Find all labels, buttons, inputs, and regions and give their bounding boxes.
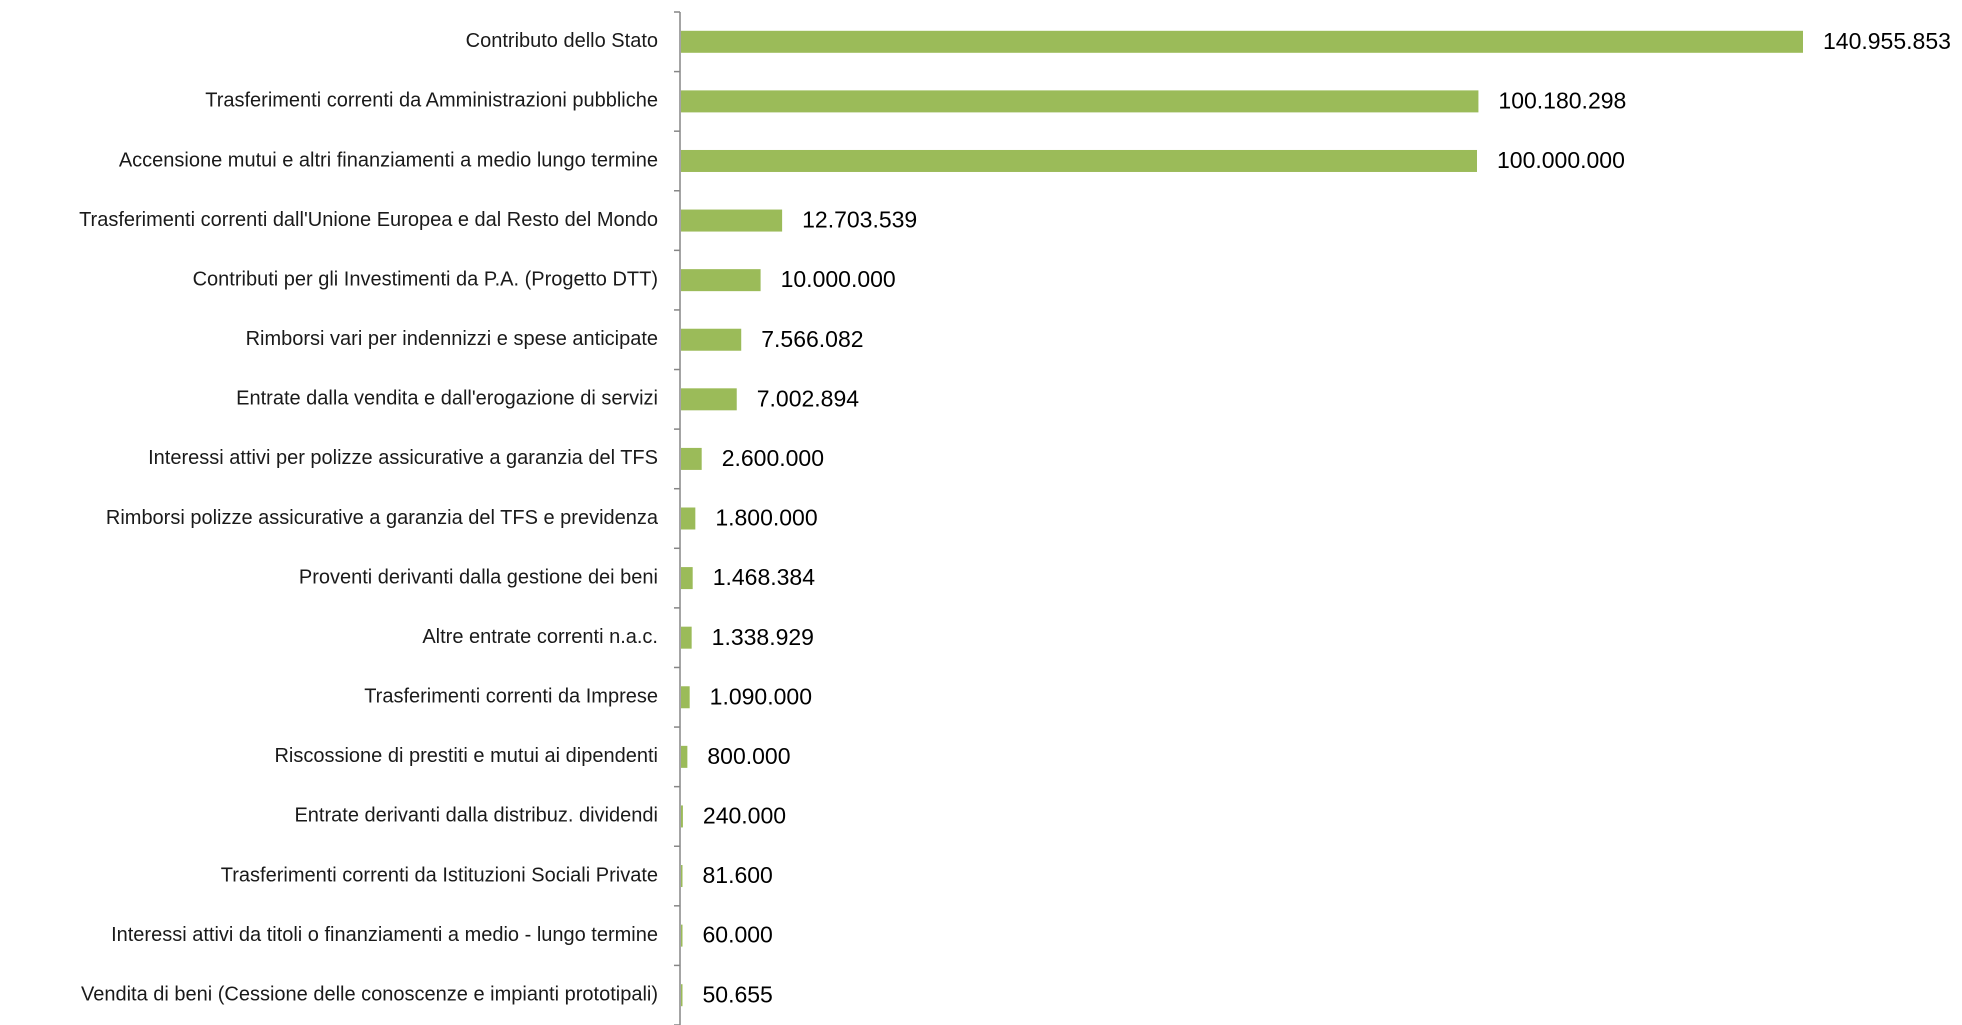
bar xyxy=(681,328,742,351)
value-label: 12.703.539 xyxy=(802,207,917,233)
category-label: Rimborsi polizze assicurative a garanzia… xyxy=(106,507,659,529)
bar xyxy=(681,805,683,828)
bar xyxy=(681,30,1803,53)
value-label: 7.566.082 xyxy=(761,326,863,352)
value-label: 100.180.298 xyxy=(1498,87,1626,113)
value-label: 50.655 xyxy=(703,981,773,1007)
category-label: Entrate dalla vendita e dall'erogazione … xyxy=(236,388,658,410)
value-label: 10.000.000 xyxy=(781,266,896,292)
category-axis xyxy=(674,11,681,1025)
value-label: 240.000 xyxy=(703,803,786,829)
value-label: 100.000.000 xyxy=(1497,147,1625,173)
value-label: 7.002.894 xyxy=(757,385,860,411)
value-label: 140.955.853 xyxy=(1823,28,1951,54)
category-label: Entrate derivanti dalla distribuz. divid… xyxy=(294,805,658,827)
value-label: 60.000 xyxy=(703,922,773,948)
category-label: Riscossione di prestiti e mutui ai dipen… xyxy=(274,745,658,767)
category-label: Proventi derivanti dalla gestione dei be… xyxy=(299,566,658,588)
value-label: 2.600.000 xyxy=(722,445,824,471)
category-label: Trasferimenti correnti dall'Unione Europ… xyxy=(79,209,658,231)
bar xyxy=(681,388,737,411)
bars xyxy=(681,30,1803,1007)
bar xyxy=(681,209,783,232)
category-label: Vendita di beni (Cessione delle conoscen… xyxy=(81,983,658,1005)
bar xyxy=(681,745,688,768)
bar xyxy=(681,686,690,709)
category-label: Contributi per gli Investimenti da P.A. … xyxy=(193,268,658,290)
value-label: 1.338.929 xyxy=(712,624,814,650)
bar xyxy=(681,149,1477,172)
bar xyxy=(681,269,761,292)
value-label: 1.800.000 xyxy=(715,505,817,531)
value-label: 81.600 xyxy=(703,862,773,888)
category-label: Interessi attivi per polizze assicurativ… xyxy=(148,447,658,469)
bar xyxy=(681,507,696,530)
category-label: Trasferimenti correnti da Amministrazion… xyxy=(205,90,658,112)
bar xyxy=(681,447,702,470)
category-label: Contributo dello Stato xyxy=(466,30,658,52)
value-label: 1.090.000 xyxy=(710,683,812,709)
bar xyxy=(681,567,693,590)
bar xyxy=(681,865,683,888)
category-label: Rimborsi vari per indennizzi e spese ant… xyxy=(246,328,658,350)
category-label: Accensione mutui e altri finanziamenti a… xyxy=(119,149,658,171)
category-label: Trasferimenti correnti da Imprese xyxy=(364,686,658,708)
category-label: Trasferimenti correnti da Istituzioni So… xyxy=(221,864,658,886)
value-label: 800.000 xyxy=(707,743,790,769)
category-labels: Contributo dello Stato Trasferimenti corr… xyxy=(79,30,659,1005)
bar xyxy=(681,626,692,649)
bar xyxy=(681,984,683,1007)
category-label: Altre entrate correnti n.a.c. xyxy=(422,626,658,648)
bar xyxy=(681,924,683,947)
bar xyxy=(681,90,1479,113)
value-labels: 140.955.853 100.180.298 100.000.000 12.703.… xyxy=(703,28,1951,1007)
category-label: Interessi attivi da titoli o finanziamen… xyxy=(111,924,658,946)
value-label: 1.468.384 xyxy=(713,564,816,590)
